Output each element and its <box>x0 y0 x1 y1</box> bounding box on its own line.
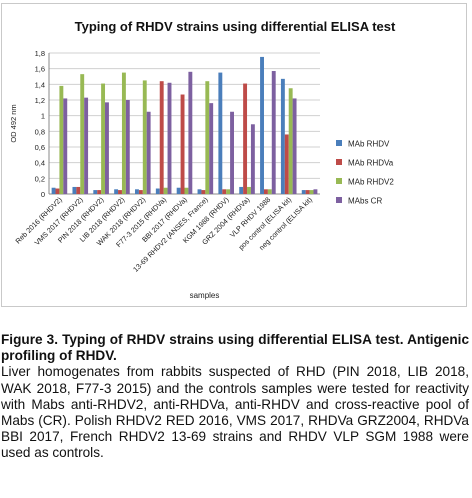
bar <box>63 98 68 194</box>
y-tick-label: 0,8 <box>35 127 45 136</box>
legend-swatch <box>336 178 342 184</box>
bar <box>230 111 234 194</box>
bar <box>284 134 289 194</box>
bar <box>292 98 297 194</box>
bar <box>142 80 147 194</box>
bar <box>118 190 122 194</box>
y-tick-label: 0 <box>41 190 45 199</box>
legend-label: MAbs CR <box>348 197 382 206</box>
bar <box>176 187 181 194</box>
caption-body: Liver homogenates from rabbits suspected… <box>1 364 469 461</box>
bar <box>239 186 244 194</box>
legend-label: MAb RHDVa <box>348 159 394 168</box>
bar-chart: Typing of RHDV strains using differentia… <box>9 19 396 300</box>
y-axis-label: OD 492 nm <box>9 104 18 142</box>
bar <box>72 186 77 194</box>
legend-label: MAb RHDV <box>348 140 390 149</box>
legend-swatch <box>336 159 342 165</box>
bar <box>205 81 210 194</box>
y-tick-label: 1,8 <box>35 49 45 58</box>
bar <box>105 102 109 194</box>
y-tick-label: 1,4 <box>35 80 45 89</box>
bar <box>288 88 293 194</box>
bar <box>163 187 168 194</box>
bar <box>209 103 214 194</box>
bar <box>280 78 285 194</box>
bar <box>167 82 172 194</box>
legend-label: MAb RHDV2 <box>348 178 394 187</box>
figure-caption: Figure 3. Typing of RHDV strains using d… <box>1 332 469 462</box>
bar <box>146 111 151 194</box>
bar <box>267 189 272 194</box>
bar <box>121 72 126 194</box>
y-tick-label: 1 <box>41 112 45 121</box>
bar <box>135 189 139 194</box>
bar <box>222 189 227 194</box>
bar <box>180 94 185 194</box>
legend-swatch <box>336 197 342 203</box>
bar <box>271 71 276 194</box>
y-tick-label: 0,4 <box>35 159 45 168</box>
bar <box>80 74 85 194</box>
bar <box>159 81 164 194</box>
bar <box>138 190 143 194</box>
legend-swatch <box>336 140 342 146</box>
y-tick-label: 0,2 <box>35 174 45 183</box>
bar <box>197 189 202 194</box>
y-tick-label: 0,6 <box>35 143 45 152</box>
bar <box>263 189 268 194</box>
bar <box>101 83 106 194</box>
caption-title: Figure 3. Typing of RHDV strains using d… <box>1 332 469 364</box>
bar <box>51 187 56 194</box>
bar <box>313 189 318 194</box>
bar <box>125 100 130 194</box>
bar <box>226 189 231 194</box>
bar <box>250 124 255 194</box>
bar <box>59 85 64 194</box>
x-axis-label: samples <box>190 291 220 300</box>
bar <box>84 97 89 194</box>
bar <box>247 186 251 194</box>
bar <box>184 187 189 194</box>
y-tick-label: 1,2 <box>35 96 45 105</box>
chart-panel: Typing of RHDV strains using differentia… <box>1 3 467 307</box>
bar <box>309 190 314 194</box>
bar <box>93 190 98 194</box>
bar <box>201 190 206 194</box>
bar <box>55 188 60 194</box>
bar <box>76 186 81 194</box>
bar <box>260 56 264 194</box>
bar <box>243 83 248 194</box>
bar <box>218 72 223 194</box>
bar <box>188 71 193 194</box>
bar <box>97 190 102 194</box>
bar <box>305 190 310 194</box>
chart-title: Typing of RHDV strains using differentia… <box>75 19 396 34</box>
bar <box>114 189 119 194</box>
bar <box>301 190 306 194</box>
bar <box>155 188 160 194</box>
y-tick-label: 1,6 <box>35 65 45 74</box>
